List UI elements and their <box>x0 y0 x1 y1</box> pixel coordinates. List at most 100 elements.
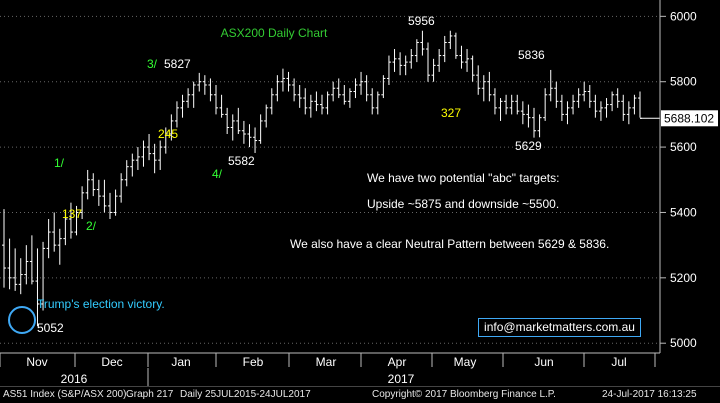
wave-label-3: 3/ <box>147 57 158 71</box>
ohlc-bar <box>537 114 542 138</box>
x-month-label-nov: Nov <box>26 355 47 369</box>
retrace-label-327: 327 <box>441 106 461 120</box>
ohlc-bar <box>392 49 397 72</box>
ohlc-bar <box>548 69 553 102</box>
ohlc-bar <box>582 81 587 102</box>
y-tick-label-6000: 6000 <box>670 9 697 23</box>
ohlc-bar <box>292 78 297 102</box>
ohlc-bar <box>169 114 174 141</box>
trough-label-5582: 5582 <box>228 154 255 168</box>
low-label-5052: 5052 <box>37 321 64 335</box>
ohlc-bar <box>470 55 475 82</box>
ohlc-bar <box>621 94 626 121</box>
wave-label-4: 4/ <box>212 167 223 181</box>
ohlc-bar <box>543 88 548 121</box>
ohlc-bar <box>18 258 23 295</box>
ohlc-bar <box>509 94 514 115</box>
y-tick-label-5600: 5600 <box>670 140 697 154</box>
x-year-label-2016: 2016 <box>61 372 88 386</box>
ohlc-bar <box>347 88 352 108</box>
ohlc-bar <box>403 55 408 76</box>
y-tick-label-5400: 5400 <box>670 205 697 219</box>
footer-copyright: Copyright© 2017 Bloomberg Finance L.P. <box>372 389 556 400</box>
ohlc-bar <box>130 153 135 177</box>
ohlc-bar <box>571 94 576 115</box>
ohlc-bar <box>135 147 140 170</box>
ohlc-bar <box>57 228 62 265</box>
ohlc-bar <box>420 30 425 56</box>
x-year-label-2017: 2017 <box>388 372 415 386</box>
footer-range: Daily 25JUL2015-24JUL2017 <box>180 389 311 400</box>
ohlc-bar <box>236 107 241 135</box>
ohlc-bar <box>626 101 631 125</box>
ohlc-bar <box>225 107 230 135</box>
ohlc-bar <box>63 212 68 246</box>
ohlc-bar <box>364 75 369 102</box>
ohlc-bar <box>219 94 224 118</box>
ohlc-bar <box>147 134 152 161</box>
ohlc-bar <box>353 78 358 99</box>
ohlc-bar <box>247 124 252 148</box>
ohlc-bar <box>437 49 442 72</box>
ohlc-bar <box>202 75 207 95</box>
ohlc-bar <box>375 91 380 115</box>
x-month-label-jun: Jun <box>534 355 553 369</box>
ohlc-bar <box>13 248 18 291</box>
ohlc-bar <box>96 179 101 206</box>
election-low-circle <box>8 306 36 334</box>
ohlc-bar <box>41 241 46 311</box>
ohlc-bar <box>336 78 341 99</box>
ohlc-bar <box>325 91 330 115</box>
ohlc-bar <box>498 98 503 121</box>
ohlc-bar <box>426 42 430 82</box>
ohlc-bar <box>604 98 609 118</box>
ohlc-bar <box>515 94 520 115</box>
ohlc-bar <box>24 245 29 285</box>
ohlc-bar <box>141 140 146 167</box>
ohlc-bar <box>52 212 57 252</box>
ohlc-bar <box>431 58 436 82</box>
trough-label-5629: 5629 <box>515 139 542 153</box>
ohlc-bar <box>2 209 6 288</box>
footer-timestamp: 24-Jul-2017 16:13:25 <box>602 389 697 400</box>
peak-label-5956: 5956 <box>408 14 435 28</box>
ohlc-bar <box>593 94 598 118</box>
ohlc-bar <box>381 75 386 99</box>
ohlc-bar <box>414 39 419 63</box>
x-month-label-dec: Dec <box>101 355 122 369</box>
x-month-label-jan: Jan <box>171 355 190 369</box>
ohlc-bar <box>598 101 603 121</box>
ohlc-bar <box>241 120 246 144</box>
ohlc-bar <box>230 114 235 141</box>
commentary-line-1: We have two potential "abc" targets: <box>367 171 559 185</box>
ohlc-bar <box>208 78 213 102</box>
ohlc-bar <box>331 81 336 102</box>
ohlc-bar <box>186 88 191 108</box>
ohlc-bar <box>197 72 202 92</box>
ohlc-bar <box>359 71 364 95</box>
ohlc-bar <box>297 84 302 108</box>
ohlc-bar <box>35 248 40 327</box>
ohlc-bar <box>91 173 96 197</box>
last-price-label: 5688.102 <box>664 111 714 125</box>
ohlc-bar <box>532 107 536 138</box>
ohlc-bar <box>158 140 163 170</box>
peak-label-5836: 5836 <box>518 48 545 62</box>
ohlc-bar <box>269 88 274 115</box>
ohlc-bar <box>559 94 564 121</box>
ohlc-bar <box>504 94 509 115</box>
ohlc-bar <box>68 202 73 239</box>
ohlc-bar <box>459 45 464 69</box>
ohlc-bar <box>576 88 581 108</box>
y-axis-ticks: 5000 5200 5400 5600 5800 6000 <box>660 9 697 350</box>
ohlc-bar <box>253 127 258 153</box>
ohlc-bars <box>2 30 660 327</box>
x-month-label-mar: Mar <box>316 355 337 369</box>
email-watermark: info@marketmatters.com.au <box>478 318 641 337</box>
ohlc-bar <box>465 49 470 72</box>
peak-label-5827: 5827 <box>164 57 191 71</box>
ohlc-bar <box>180 94 185 118</box>
ohlc-bar <box>280 68 285 92</box>
ohlc-bar <box>554 81 559 108</box>
